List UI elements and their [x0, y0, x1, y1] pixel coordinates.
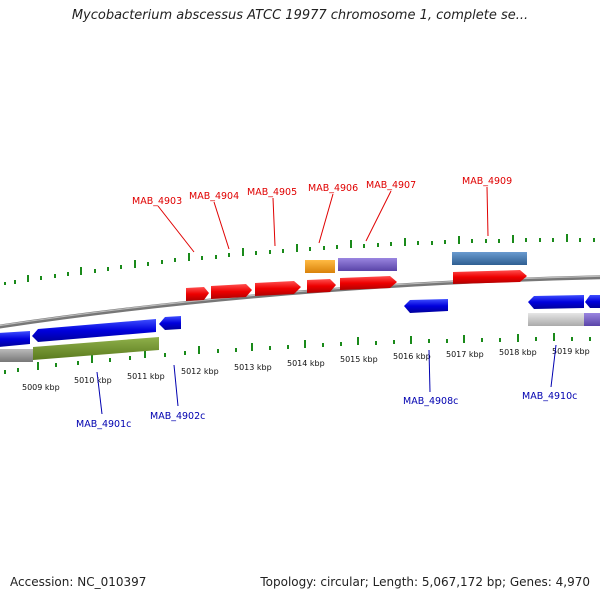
label-MAB-4906: MAB_4906	[308, 183, 358, 194]
inner-tick-ring	[4, 333, 591, 374]
gene-MAB-4905[interactable]	[255, 281, 301, 296]
label-MAB-4905: MAB_4905	[247, 187, 297, 198]
gene-MAB-4907[interactable]	[340, 276, 397, 290]
tick-5015: 5015 kbp	[340, 355, 378, 364]
tick-5014: 5014 kbp	[287, 359, 325, 368]
forward-strand-genes	[186, 252, 527, 301]
gene-MAB-4903[interactable]	[186, 287, 209, 301]
label-MAB-4902c: MAB_4902c	[150, 411, 205, 422]
reverse-gene-labels: MAB_4901c MAB_4902c MAB_4908c MAB_4910c	[76, 344, 577, 430]
label-MAB-4908c: MAB_4908c	[403, 396, 458, 407]
summary-text: Topology: circular; Length: 5,067,172 bp…	[260, 575, 590, 589]
label-MAB-4903: MAB_4903	[132, 196, 182, 207]
gene-right-edge[interactable]	[585, 295, 600, 308]
tick-5017: 5017 kbp	[446, 350, 484, 359]
gene-MAB-4906[interactable]	[307, 279, 336, 293]
gene-MAB-4902c[interactable]	[159, 316, 181, 330]
feature-orange[interactable]	[305, 260, 335, 273]
feature-purple-right[interactable]	[584, 313, 600, 326]
gene-MAB-4909[interactable]	[453, 270, 527, 284]
map-title: Mycobacterium abscessus ATCC 19977 chrom…	[71, 8, 529, 23]
kbp-tick-labels: 5009 kbp 5010 kbp 5011 kbp 5012 kbp 5013…	[22, 347, 590, 392]
feature-lightgray[interactable]	[528, 313, 584, 326]
gene-left-edge[interactable]	[0, 331, 30, 347]
accession-text: Accession: NC_010397	[10, 575, 147, 589]
label-MAB-4909: MAB_4909	[462, 176, 512, 187]
reverse-strand-genes	[0, 295, 600, 362]
tick-5018: 5018 kbp	[499, 348, 537, 357]
tick-5009: 5009 kbp	[22, 383, 60, 392]
chromosome-backbone	[0, 275, 600, 329]
feature-steelblue[interactable]	[452, 252, 527, 265]
gene-MAB-4908c[interactable]	[404, 299, 448, 313]
label-MAB-4910c: MAB_4910c	[522, 391, 577, 402]
label-MAB-4907: MAB_4907	[366, 180, 416, 191]
label-MAB-4901c: MAB_4901c	[76, 419, 131, 430]
outer-tick-ring	[4, 234, 595, 285]
label-MAB-4904: MAB_4904	[189, 191, 239, 202]
tick-5011: 5011 kbp	[127, 372, 165, 381]
tick-5019: 5019 kbp	[552, 347, 590, 356]
gene-MAB-4910c[interactable]	[528, 295, 584, 309]
feature-green[interactable]	[33, 337, 159, 360]
gene-MAB-4904[interactable]	[211, 284, 252, 299]
tick-5012: 5012 kbp	[181, 367, 219, 376]
gene-MAB-4901c[interactable]	[32, 319, 156, 342]
forward-gene-labels: MAB_4903 MAB_4904 MAB_4905 MAB_4906 MAB_…	[132, 176, 512, 253]
tick-5016: 5016 kbp	[393, 352, 431, 361]
tick-5010: 5010 kbp	[74, 376, 112, 385]
tick-5013: 5013 kbp	[234, 363, 272, 372]
feature-gray[interactable]	[0, 349, 33, 362]
feature-purple[interactable]	[338, 258, 397, 271]
